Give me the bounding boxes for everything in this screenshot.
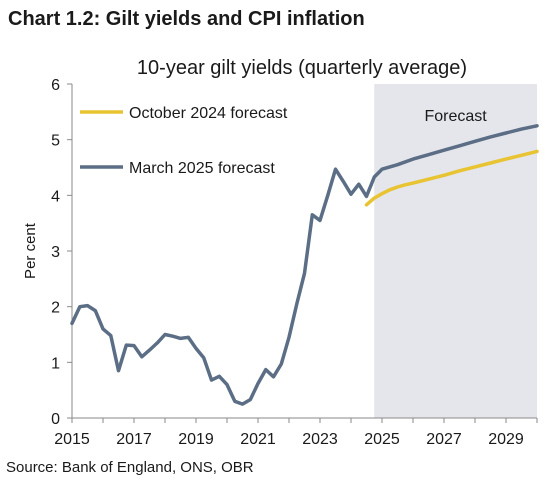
x-tick-label: 2029 — [488, 431, 524, 448]
x-tick-label: 2023 — [302, 431, 338, 448]
chart-heading: Chart 1.2: Gilt yields and CPI inflation — [8, 8, 365, 30]
y-tick-label: 6 — [51, 77, 60, 94]
legend-label-1: March 2025 forecast — [129, 160, 275, 177]
x-tick-label: 2017 — [116, 431, 152, 448]
y-tick-label: 4 — [51, 188, 60, 205]
x-tick-label: 2027 — [426, 431, 462, 448]
legend: October 2024 forecast March 2025 forecast — [80, 105, 288, 177]
y-tick-label: 5 — [51, 133, 60, 150]
x-tick-label: 2021 — [240, 431, 276, 448]
x-tick-label: 2019 — [178, 431, 214, 448]
y-tick-label: 1 — [51, 355, 60, 372]
x-tick-label: 2015 — [54, 431, 90, 448]
forecast-shaded-region — [374, 84, 537, 418]
y-tick-label: 2 — [51, 300, 60, 317]
x-tick-label: 2025 — [364, 431, 400, 448]
chart-title: 10-year gilt yields (quarterly average) — [137, 57, 467, 79]
y-tick-label: 0 — [51, 411, 60, 428]
series-line-0 — [364, 149, 539, 207]
series-lines — [70, 124, 539, 406]
axes: 0 1 2 3 4 5 6 2015 2017 2019 2021 2023 2025 2027 2029 — [51, 77, 538, 448]
legend-label-0: October 2024 forecast — [129, 105, 288, 122]
series-line-1 — [70, 124, 539, 406]
source-note: Source: Bank of England, ONS, OBR — [6, 459, 254, 476]
y-axis-label: Per cent — [22, 222, 39, 279]
y-tick-label: 3 — [51, 244, 60, 261]
forecast-region-label: Forecast — [425, 108, 488, 125]
